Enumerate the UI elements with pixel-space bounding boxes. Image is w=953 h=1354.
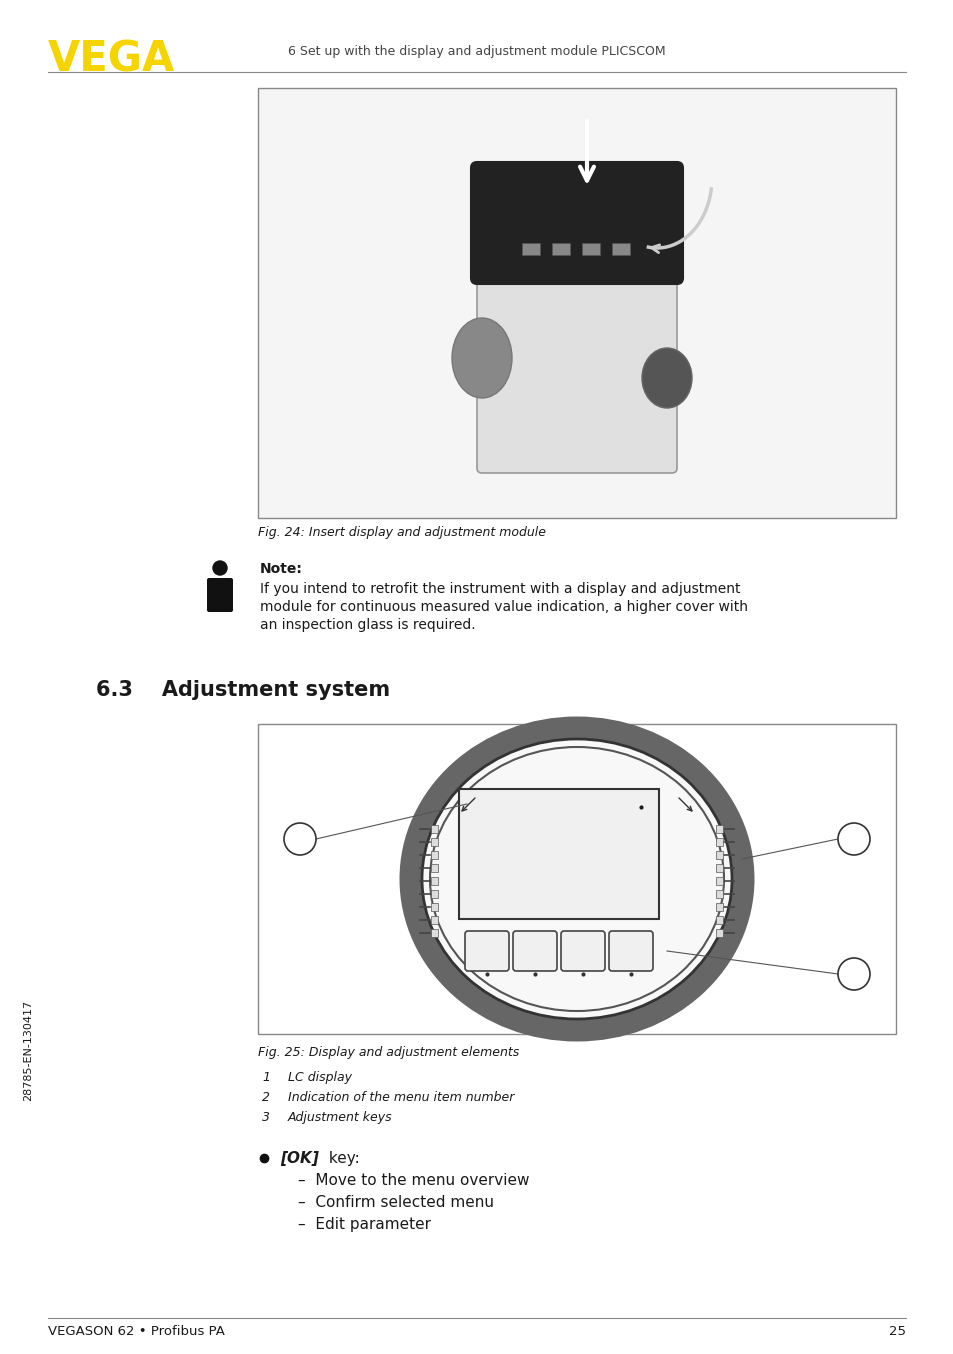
- Text: 6 Set up with the display and adjustment module PLICSCOM: 6 Set up with the display and adjustment…: [288, 46, 665, 58]
- Bar: [458, 789, 659, 919]
- Text: –  Confirm selected menu: – Confirm selected menu: [297, 1196, 494, 1210]
- Ellipse shape: [430, 747, 723, 1011]
- Bar: [257, 88, 895, 519]
- Bar: [716, 825, 722, 833]
- Text: Note:: Note:: [260, 562, 302, 575]
- Text: LOCK: LOCK: [653, 769, 677, 795]
- Circle shape: [213, 561, 227, 575]
- Bar: [431, 864, 437, 872]
- Bar: [431, 929, 437, 937]
- Text: an inspection glass is required.: an inspection glass is required.: [260, 617, 476, 632]
- Bar: [716, 903, 722, 911]
- Text: VEGASON 62 • Profibus PA: VEGASON 62 • Profibus PA: [48, 1326, 225, 1338]
- Text: ESC: ESC: [476, 948, 497, 959]
- Text: Indication of the menu item number: Indication of the menu item number: [288, 1091, 514, 1104]
- Text: If you intend to retrofit the instrument with a display and adjustment: If you intend to retrofit the instrument…: [260, 582, 740, 596]
- Text: VEGA: VEGA: [48, 38, 175, 80]
- Circle shape: [284, 823, 315, 854]
- Text: 25: 25: [888, 1326, 905, 1338]
- Bar: [521, 242, 539, 255]
- FancyBboxPatch shape: [608, 932, 652, 971]
- Bar: [716, 929, 722, 937]
- Text: [OK]: [OK]: [280, 1151, 318, 1166]
- Text: 28785-EN-130417: 28785-EN-130417: [23, 999, 33, 1101]
- Text: module for continuous measured value indication, a higher cover with: module for continuous measured value ind…: [260, 600, 747, 613]
- Text: 2: 2: [849, 833, 857, 845]
- Bar: [581, 242, 599, 255]
- Bar: [257, 724, 895, 1034]
- Circle shape: [837, 959, 869, 990]
- Bar: [431, 877, 437, 886]
- Text: Fig. 25: Display and adjustment elements: Fig. 25: Display and adjustment elements: [257, 1047, 518, 1059]
- Ellipse shape: [421, 739, 731, 1020]
- Bar: [431, 890, 437, 898]
- Text: 2: 2: [262, 1091, 270, 1104]
- Bar: [716, 917, 722, 923]
- Ellipse shape: [452, 318, 512, 398]
- Circle shape: [837, 823, 869, 854]
- Bar: [552, 242, 569, 255]
- Bar: [431, 852, 437, 858]
- Text: TWIST: TWIST: [561, 741, 592, 750]
- Text: –  Move to the menu overview: – Move to the menu overview: [297, 1173, 529, 1187]
- Text: ▷: ▷: [578, 948, 587, 959]
- FancyBboxPatch shape: [560, 932, 604, 971]
- Text: OK: OK: [622, 948, 639, 959]
- Text: Fig. 24: Insert display and adjustment module: Fig. 24: Insert display and adjustment m…: [257, 525, 545, 539]
- Bar: [431, 903, 437, 911]
- Text: Adjustment keys: Adjustment keys: [288, 1112, 393, 1124]
- Text: 1.1: 1.1: [614, 799, 636, 812]
- FancyBboxPatch shape: [207, 578, 233, 612]
- FancyBboxPatch shape: [464, 932, 509, 971]
- FancyBboxPatch shape: [513, 932, 557, 971]
- Text: +: +: [530, 948, 539, 959]
- Text: 3: 3: [849, 968, 857, 980]
- Bar: [716, 890, 722, 898]
- Text: 6.3    Adjustment system: 6.3 Adjustment system: [96, 680, 390, 700]
- Text: –  Edit parameter: – Edit parameter: [297, 1217, 431, 1232]
- Bar: [612, 242, 629, 255]
- FancyBboxPatch shape: [471, 162, 682, 284]
- Ellipse shape: [641, 348, 691, 408]
- Text: 1: 1: [262, 1071, 270, 1085]
- Bar: [431, 917, 437, 923]
- Text: OPEN: OPEN: [476, 768, 500, 796]
- Bar: [716, 864, 722, 872]
- Bar: [431, 838, 437, 846]
- Bar: [716, 838, 722, 846]
- Text: 3: 3: [262, 1112, 270, 1124]
- Text: 1: 1: [295, 833, 304, 845]
- Text: LC display: LC display: [288, 1071, 352, 1085]
- Text: key:: key:: [324, 1151, 359, 1166]
- FancyBboxPatch shape: [476, 223, 677, 473]
- Bar: [716, 877, 722, 886]
- Bar: [431, 825, 437, 833]
- Bar: [716, 852, 722, 858]
